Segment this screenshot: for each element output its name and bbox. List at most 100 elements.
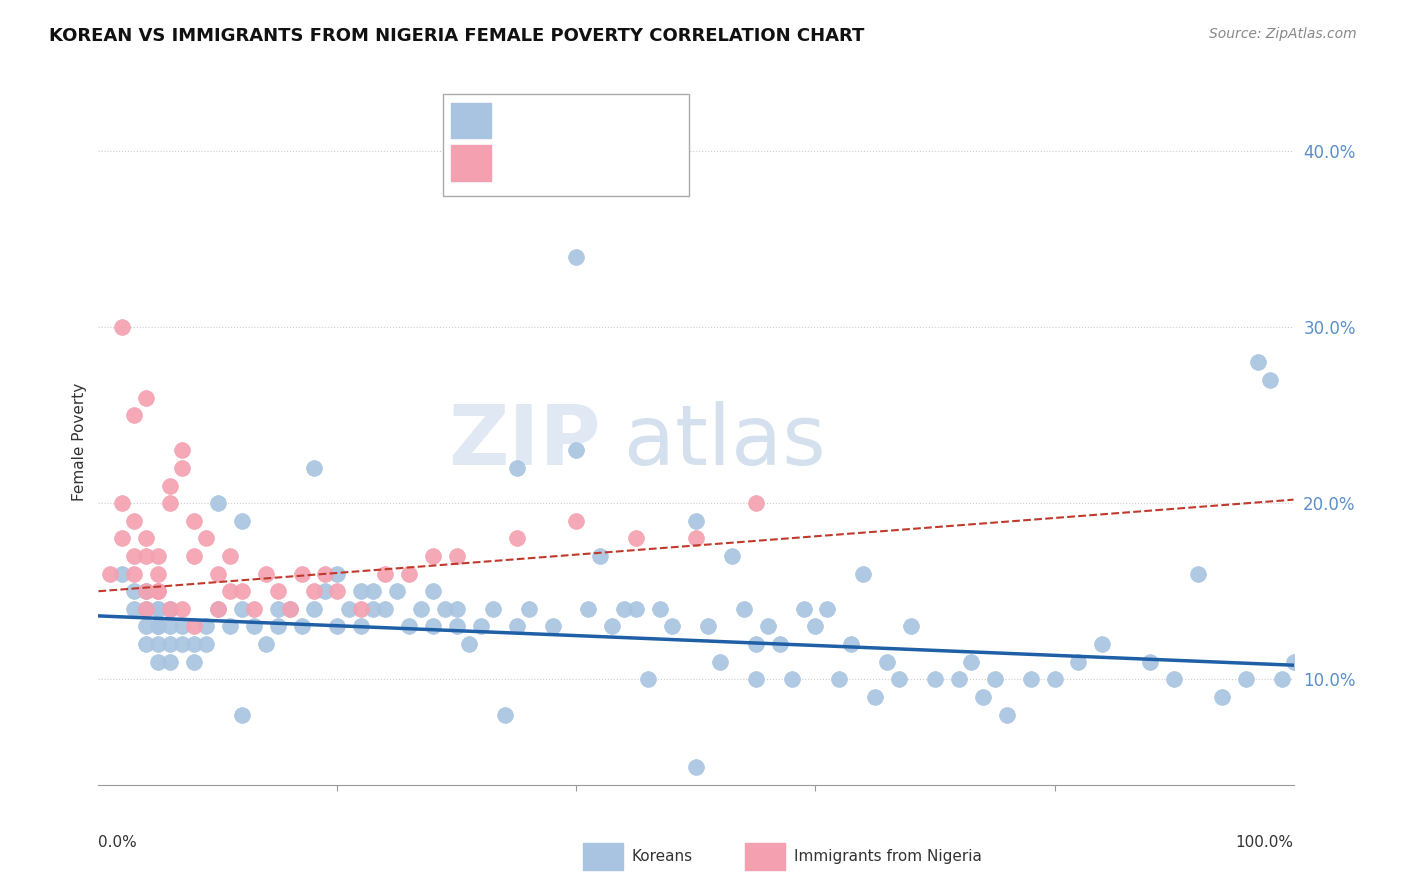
Point bbox=[1247, 355, 1270, 369]
Point bbox=[159, 496, 181, 510]
Point bbox=[602, 619, 624, 633]
Point bbox=[231, 602, 253, 616]
Point bbox=[385, 584, 409, 599]
Text: 0.032: 0.032 bbox=[530, 154, 582, 172]
Point bbox=[661, 619, 683, 633]
Text: 100.0%: 100.0% bbox=[1236, 835, 1294, 850]
Point bbox=[148, 602, 170, 616]
Text: R =: R = bbox=[499, 154, 536, 172]
Point bbox=[374, 602, 396, 616]
Text: Koreans: Koreans bbox=[631, 849, 692, 863]
Point bbox=[924, 673, 946, 687]
Point bbox=[302, 584, 325, 599]
Point bbox=[111, 566, 134, 581]
Point bbox=[506, 461, 529, 475]
Point bbox=[733, 602, 755, 616]
Point bbox=[183, 655, 205, 669]
Text: N = 50: N = 50 bbox=[600, 154, 662, 172]
Point bbox=[458, 637, 481, 651]
Point bbox=[422, 619, 444, 633]
Point bbox=[815, 602, 838, 616]
Point bbox=[267, 602, 290, 616]
Point bbox=[148, 584, 170, 599]
Point bbox=[111, 320, 134, 334]
Point bbox=[243, 619, 266, 633]
Point bbox=[411, 602, 433, 616]
Point bbox=[148, 584, 170, 599]
Point bbox=[219, 549, 242, 563]
Text: R =: R = bbox=[499, 112, 536, 129]
Point bbox=[207, 602, 229, 616]
Point bbox=[745, 496, 768, 510]
Point bbox=[148, 619, 170, 633]
Point bbox=[207, 602, 229, 616]
Point bbox=[148, 637, 170, 651]
Point bbox=[183, 637, 205, 651]
Point bbox=[135, 532, 157, 546]
Point bbox=[984, 673, 1007, 687]
Point bbox=[159, 655, 181, 669]
Point bbox=[350, 584, 373, 599]
Point bbox=[207, 496, 229, 510]
Point bbox=[135, 584, 157, 599]
Point bbox=[398, 566, 420, 581]
Point bbox=[1091, 637, 1114, 651]
Point bbox=[481, 602, 505, 616]
Point bbox=[183, 549, 205, 563]
Point bbox=[697, 619, 720, 633]
Point bbox=[135, 602, 157, 616]
Point bbox=[267, 584, 290, 599]
Point bbox=[446, 602, 468, 616]
Point bbox=[685, 760, 707, 774]
Point bbox=[172, 602, 194, 616]
Point bbox=[183, 514, 205, 528]
Point bbox=[219, 584, 242, 599]
Point bbox=[326, 566, 349, 581]
Point bbox=[626, 532, 648, 546]
Point bbox=[315, 566, 337, 581]
Point bbox=[111, 532, 134, 546]
Text: Immigrants from Nigeria: Immigrants from Nigeria bbox=[794, 849, 983, 863]
Point bbox=[398, 619, 420, 633]
Point bbox=[98, 566, 122, 581]
Point bbox=[745, 637, 768, 651]
Point bbox=[578, 602, 600, 616]
Point bbox=[254, 566, 277, 581]
Text: ZIP: ZIP bbox=[449, 401, 600, 482]
Point bbox=[589, 549, 612, 563]
Point bbox=[422, 584, 444, 599]
Point bbox=[1282, 655, 1305, 669]
Point bbox=[135, 549, 157, 563]
Point bbox=[159, 619, 181, 633]
Point bbox=[135, 619, 157, 633]
Point bbox=[148, 602, 170, 616]
Point bbox=[231, 584, 253, 599]
Point bbox=[865, 690, 887, 704]
Point bbox=[494, 707, 516, 722]
Point bbox=[637, 673, 659, 687]
Point bbox=[326, 619, 349, 633]
Point bbox=[960, 655, 983, 669]
Point bbox=[339, 602, 361, 616]
Point bbox=[541, 619, 564, 633]
Point bbox=[326, 584, 349, 599]
Point bbox=[1187, 566, 1209, 581]
Text: -0.054: -0.054 bbox=[530, 112, 589, 129]
Point bbox=[363, 602, 385, 616]
Point bbox=[889, 673, 911, 687]
Point bbox=[793, 602, 815, 616]
Point bbox=[231, 514, 253, 528]
Point bbox=[135, 602, 157, 616]
Point bbox=[446, 549, 468, 563]
Point bbox=[804, 619, 827, 633]
Point bbox=[685, 514, 707, 528]
Point bbox=[159, 637, 181, 651]
Point bbox=[124, 549, 146, 563]
Point bbox=[278, 602, 301, 616]
Point bbox=[1067, 655, 1090, 669]
Point bbox=[422, 549, 444, 563]
Point bbox=[207, 566, 229, 581]
Point bbox=[135, 584, 157, 599]
Point bbox=[434, 602, 457, 616]
Point bbox=[756, 619, 779, 633]
